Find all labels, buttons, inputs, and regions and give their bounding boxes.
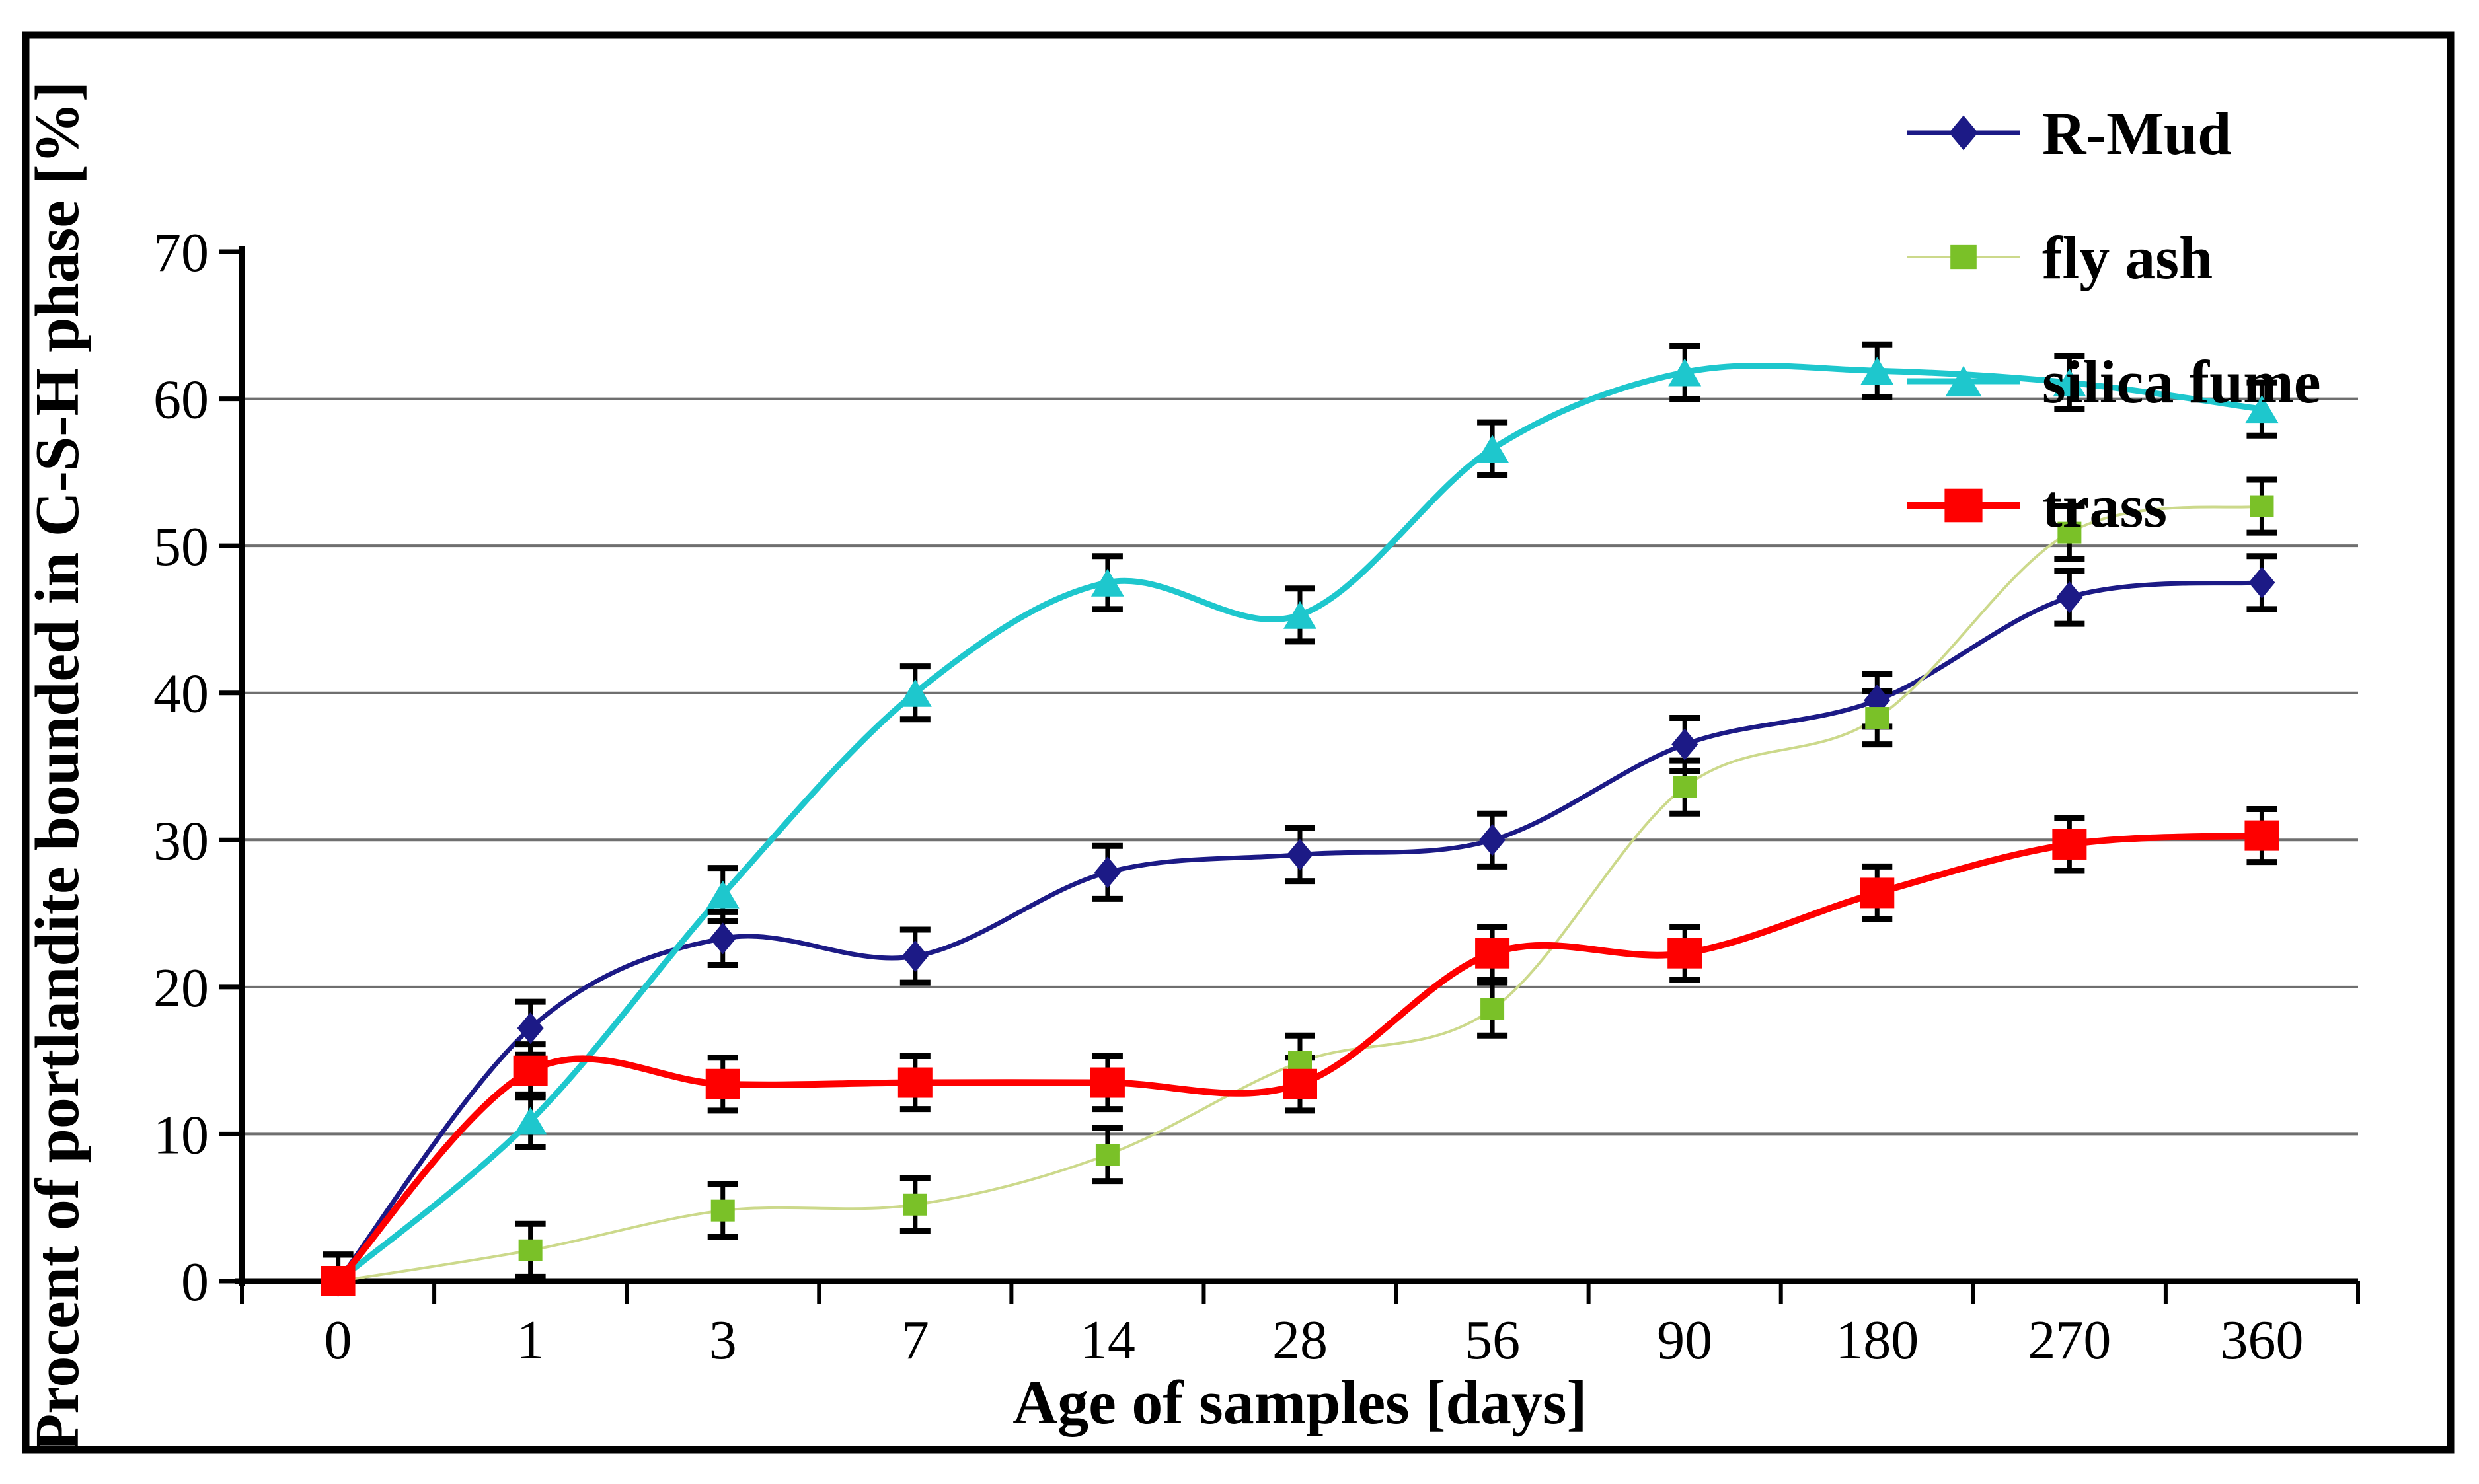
series-line-r-mud [336,580,2264,1284]
legend-marker-fly-ash [1950,244,1977,270]
series-line-silica-fume [335,362,2265,1284]
y-tick-label-10: 10 [153,1104,209,1166]
x-axis-title: Age of samples [days] [1012,1368,1587,1437]
marker-fly-ash-270 [2057,521,2082,544]
marker-fly-ash-14 [1095,1144,1120,1166]
marker-silica-fume-1 [514,1107,547,1135]
x-tick-label-270: 270 [2028,1310,2111,1371]
series-line-fly-ash [336,505,2264,1282]
marker-silica-fume-7 [898,679,932,707]
marker-trass-7 [897,1067,933,1098]
marker-fly-ash-3 [710,1199,735,1222]
y-axis-title: Procent of portlandite bounded in C-S-H … [23,81,92,1452]
y-tick-label-30: 30 [153,810,209,872]
marker-fly-ash-56 [1480,998,1505,1020]
x-tick-label-14: 14 [1080,1310,1135,1371]
x-tick-label-180: 180 [1835,1310,1919,1371]
marker-r-mud-360 [2248,566,2275,599]
marker-silica-fume-270 [2053,369,2086,397]
marker-trass-0 [321,1266,356,1296]
legend-label-r-mud: R-Mud [2042,100,2231,167]
marker-r-mud-270 [2056,581,2083,614]
marker-fly-ash-7 [903,1193,927,1216]
marker-fly-ash-90 [1673,776,1697,798]
y-tick-label-20: 20 [153,957,209,1019]
x-tick-label-0: 0 [324,1310,352,1371]
marker-silica-fume-180 [1860,357,1894,385]
y-tick-label-40: 40 [153,663,209,725]
legend-label-silica-fume: silica fume [2042,348,2321,416]
marker-silica-fume-360 [2245,395,2279,424]
x-tick-label-90: 90 [1657,1310,1712,1371]
legend-marker-silica-fume [1945,365,1982,397]
marker-silica-fume-28 [1283,601,1316,629]
marker-fly-ash-1 [518,1239,543,1261]
marker-trass-56 [1475,938,1510,969]
x-tick-label-7: 7 [901,1310,929,1371]
marker-r-mud-1 [517,1012,544,1045]
legend-marker-trass [1944,488,1983,523]
y-tick-label-50: 50 [153,516,209,577]
x-tick-label-28: 28 [1272,1310,1328,1371]
marker-r-mud-14 [1094,856,1121,889]
x-tick-label-3: 3 [709,1310,737,1371]
marker-trass-1 [513,1055,548,1086]
figure-border [22,31,2455,1454]
legend-marker-r-mud [1949,115,1978,151]
marker-r-mud-28 [1287,838,1313,871]
x-tick-label-1: 1 [517,1310,545,1371]
y-tick-label-70: 70 [153,222,209,283]
y-tick-label-0: 0 [181,1251,209,1313]
marker-silica-fume-14 [1090,568,1124,597]
marker-trass-28 [1283,1068,1317,1099]
legend-label-fly-ash: fly ash [2042,224,2213,291]
marker-r-mud-7 [901,940,929,973]
marker-r-mud-56 [1479,824,1506,856]
marker-r-mud-3 [709,922,736,955]
marker-trass-90 [1667,938,1702,969]
marker-r-mud-90 [1671,728,1698,761]
marker-trass-360 [2244,820,2279,851]
marker-silica-fume-90 [1668,358,1702,387]
y-tick-label-60: 60 [153,369,209,431]
marker-trass-14 [1090,1067,1125,1098]
marker-silica-fume-56 [1476,435,1509,463]
x-tick-label-56: 56 [1465,1310,1520,1371]
marker-silica-fume-3 [706,880,740,909]
marker-fly-ash-360 [2250,495,2274,517]
legend-label-trass: trass [2042,472,2167,540]
marker-fly-ash-180 [1865,707,1889,729]
marker-trass-180 [1860,877,1895,909]
marker-trass-270 [2052,829,2087,860]
x-tick-label-360: 360 [2220,1310,2303,1371]
marker-trass-3 [705,1068,740,1099]
